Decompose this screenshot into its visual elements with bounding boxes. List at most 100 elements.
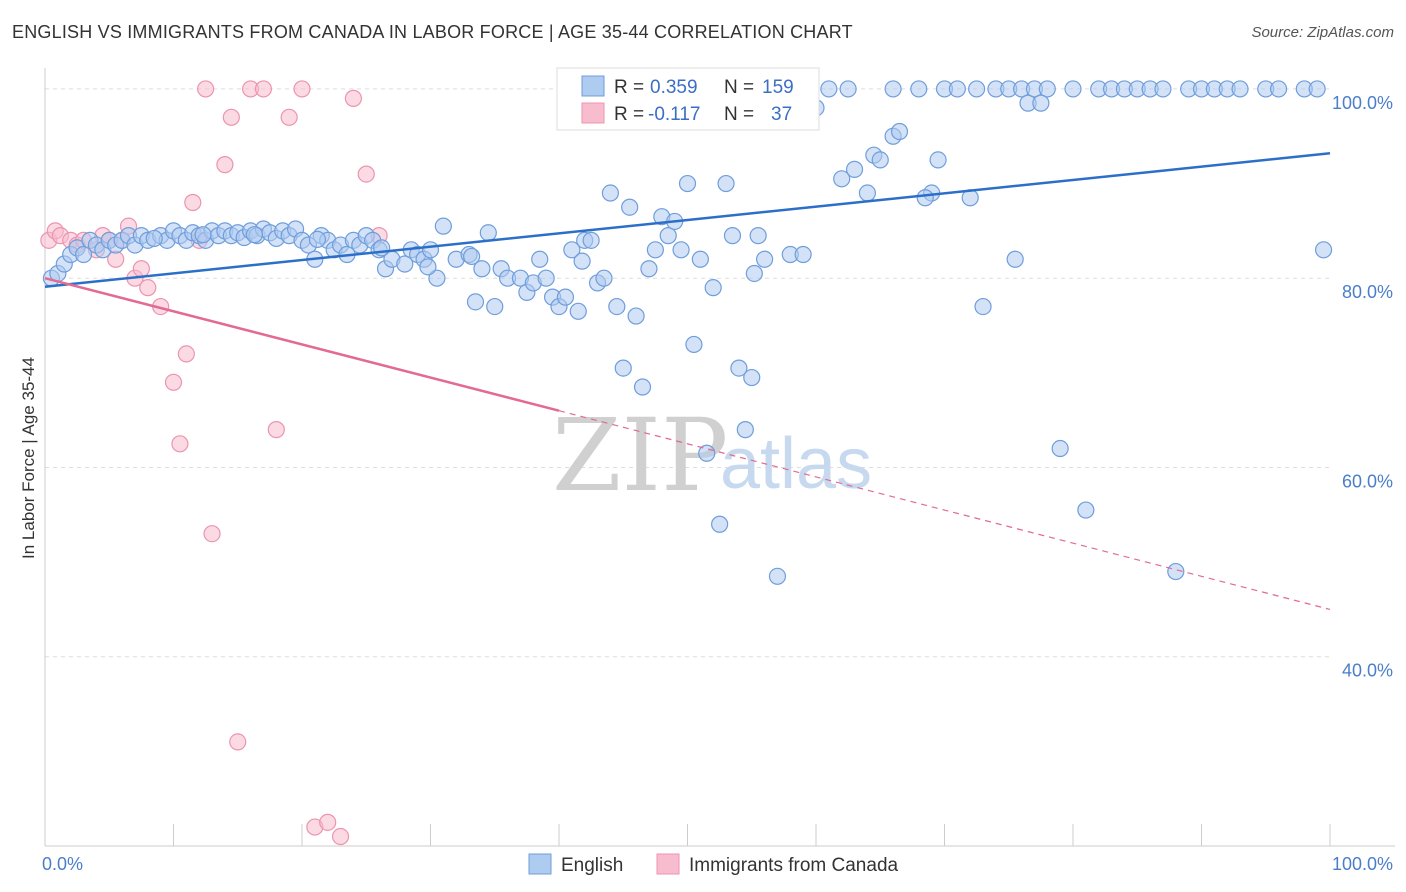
data-point-english	[1077, 501, 1095, 519]
data-point-english	[929, 151, 947, 169]
legend-n-label-english: N =	[724, 77, 754, 98]
data-point-english	[1308, 80, 1326, 98]
data-point-canada	[139, 279, 157, 297]
y-tick-label: 100.0%	[1332, 93, 1393, 113]
data-point-english	[595, 269, 613, 287]
data-point-english	[74, 245, 93, 264]
axes	[44, 68, 1395, 847]
data-point-english	[833, 170, 851, 188]
data-point-english	[640, 260, 658, 278]
data-point-english	[1314, 241, 1333, 259]
data-point-english	[839, 80, 857, 98]
data-point-english	[421, 241, 440, 259]
legend-swatch-english	[581, 75, 605, 97]
data-point-canada	[216, 156, 234, 174]
data-point-english	[948, 80, 966, 98]
legend-stats: R = 0.359 N = 159 R = -0.117 N = 37	[556, 67, 820, 131]
data-point-english	[601, 184, 620, 202]
data-point-english	[531, 250, 549, 268]
data-point-canada	[254, 80, 273, 98]
x-tick-label: 0.0%	[42, 854, 83, 874]
data-point-canada	[229, 733, 247, 751]
data-point-english	[704, 279, 722, 297]
data-point-english	[691, 250, 709, 268]
data-point-canada	[203, 525, 221, 543]
data-point-english	[717, 174, 735, 193]
y-tick-label: 80.0%	[1342, 282, 1393, 302]
data-point-canada	[197, 80, 215, 98]
data-point-english	[1064, 80, 1082, 98]
data-point-english	[582, 231, 600, 249]
x-tick-labels: 0.0% 100.0%	[42, 854, 1393, 874]
data-point-english	[711, 515, 729, 533]
data-point-english	[1032, 94, 1050, 112]
data-point-english	[820, 80, 838, 98]
data-point-english	[486, 297, 504, 316]
data-point-english	[466, 293, 485, 311]
data-point-english	[1006, 250, 1024, 268]
x-tick-label: 100.0%	[1332, 854, 1393, 874]
data-point-canada	[344, 89, 362, 107]
data-point-canada	[267, 421, 285, 439]
data-point-english	[614, 359, 632, 377]
data-point-canada	[132, 260, 150, 278]
legend-series: English Immigrants from Canada	[528, 853, 899, 876]
data-point-english	[910, 80, 928, 98]
data-point-english	[194, 226, 212, 244]
data-point-english	[633, 378, 652, 396]
data-point-english	[556, 288, 575, 306]
legend-r-value-english: 0.359	[650, 77, 698, 98]
data-point-canada	[171, 435, 189, 453]
data-point-english	[396, 255, 414, 273]
y-tick-label: 40.0%	[1342, 661, 1393, 681]
data-point-english	[736, 421, 754, 439]
data-point-english	[845, 160, 864, 178]
legend-n-value-canada: 37	[771, 104, 792, 125]
bottom-legend-swatch-english	[528, 853, 552, 875]
data-point-english	[858, 184, 877, 202]
data-point-english	[768, 567, 787, 585]
data-point-english	[672, 241, 690, 259]
legend-swatch-canada	[581, 102, 605, 124]
data-point-english	[573, 252, 591, 270]
data-point-english	[685, 335, 703, 354]
data-point-english	[659, 227, 677, 245]
y-tick-labels: 40.0% 60.0% 80.0% 100.0%	[1332, 93, 1393, 681]
bottom-legend-canada: Immigrants from Canada	[689, 855, 899, 876]
data-point-canada	[293, 80, 311, 98]
data-point-english	[308, 230, 327, 248]
data-point-english	[537, 269, 555, 287]
data-point-english	[1051, 439, 1069, 458]
data-point-english	[434, 217, 452, 235]
data-point-english	[1167, 562, 1185, 581]
data-point-canada	[331, 827, 350, 846]
data-point-canada	[184, 193, 202, 212]
data-point-english	[871, 151, 889, 169]
y-axis-label: In Labor Force | Age 35-44	[19, 357, 38, 559]
data-point-english	[608, 297, 626, 316]
series-english-points	[42, 80, 1333, 585]
data-point-english	[473, 260, 491, 278]
data-point-english	[755, 250, 774, 268]
data-point-canada	[357, 165, 375, 183]
legend-r-value-canada: -0.117	[648, 104, 700, 125]
data-point-english	[968, 80, 986, 98]
data-point-english	[884, 80, 902, 98]
data-point-english	[621, 198, 639, 216]
data-point-english	[646, 241, 664, 259]
legend-r-label-english: R =	[614, 77, 644, 98]
data-point-english	[627, 307, 645, 325]
data-point-english	[723, 227, 742, 245]
data-point-english	[1154, 80, 1172, 98]
bottom-legend-swatch-canada	[656, 853, 680, 875]
data-point-english	[749, 227, 767, 245]
data-point-english	[563, 241, 581, 259]
data-point-english	[145, 229, 163, 248]
data-point-english	[745, 264, 763, 283]
chart-title: ENGLISH VS IMMIGRANTS FROM CANADA IN LAB…	[12, 22, 853, 42]
data-point-english	[428, 269, 446, 287]
watermark: ZIP atlas	[552, 397, 872, 514]
data-point-canada	[280, 108, 298, 126]
trend-line-canada-extrapolated	[558, 410, 1331, 610]
